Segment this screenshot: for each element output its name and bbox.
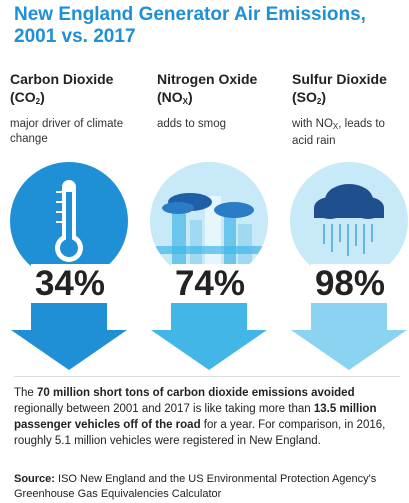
nox-column: Nitrogen Oxide (NOX) adds to smog — [157, 70, 287, 132]
thermometer-icon — [10, 162, 128, 280]
nox-name: Nitrogen Oxide — [157, 71, 258, 87]
co2-formula: (CO2) — [10, 89, 45, 106]
so2-description: with NOX, leads to acid rain — [292, 118, 385, 147]
nox-heading: Nitrogen Oxide (NOX) — [157, 70, 287, 111]
smog-city-icon — [150, 162, 268, 280]
nox-formula: (NOX) — [157, 89, 193, 106]
co2-heading: Carbon Dioxide (CO2) — [10, 70, 140, 111]
co2-down-arrow — [11, 300, 127, 370]
nox-down-arrow — [151, 300, 267, 370]
page-title: New England Generator Air Emissions, 200… — [14, 4, 366, 47]
summary-text: The 70 million short tons of carbon diox… — [14, 387, 386, 447]
so2-down-arrow — [291, 300, 407, 370]
co2-description: major driver of climate change — [10, 118, 124, 145]
so2-column: Sulfur Dioxide (SO2) with NOX, leads to … — [292, 70, 407, 149]
so2-name: Sulfur Dioxide — [292, 71, 387, 87]
divider — [14, 376, 400, 377]
co2-column: Carbon Dioxide (CO2) major driver of cli… — [10, 70, 140, 147]
co2-percent: 34% — [0, 264, 140, 304]
nox-percent: 74% — [140, 264, 280, 304]
rain-cloud-icon — [290, 162, 408, 280]
so2-formula: (SO2) — [292, 89, 327, 106]
so2-heading: Sulfur Dioxide (SO2) — [292, 70, 407, 111]
co2-name: Carbon Dioxide — [10, 71, 114, 87]
source-note: Source: ISO New England and the US Envir… — [14, 473, 377, 500]
nox-description: adds to smog — [157, 118, 227, 130]
so2-percent: 98% — [280, 264, 409, 304]
